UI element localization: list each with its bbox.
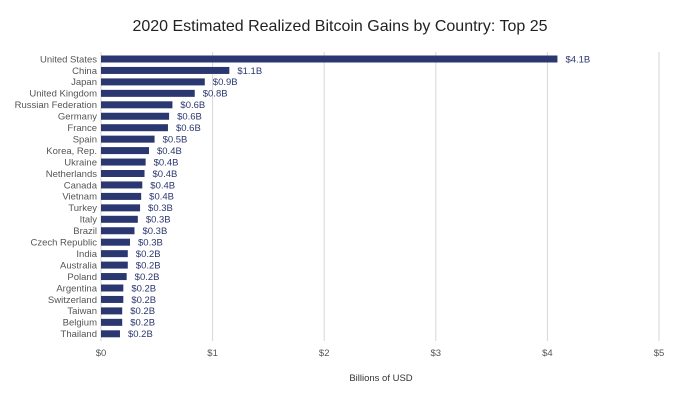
- bar: [101, 66, 230, 74]
- bar: [101, 135, 155, 143]
- data-label: $0.4B: [153, 169, 178, 180]
- category-label: Netherlands: [46, 169, 97, 180]
- category-label: Taiwan: [67, 306, 97, 317]
- data-label: $0.4B: [149, 192, 174, 203]
- category-label: United States: [40, 54, 97, 65]
- bar: [101, 273, 127, 281]
- bar: [101, 112, 170, 120]
- category-label: Japan: [71, 77, 97, 88]
- bar: [101, 170, 145, 177]
- data-label: $0.3B: [146, 215, 171, 226]
- data-label: $0.2B: [131, 283, 156, 294]
- category-label: Argentina: [56, 283, 97, 294]
- bar: [101, 250, 128, 258]
- bar: [101, 204, 141, 212]
- bar: [101, 89, 195, 97]
- x-axis-tick-labels: $0 $1 $2 $3 $4 $5: [96, 348, 665, 359]
- category-label: China: [72, 66, 98, 77]
- data-label: $0.6B: [180, 100, 205, 111]
- data-label: $0.5B: [163, 134, 188, 145]
- data-label: $0.4B: [154, 157, 179, 168]
- data-label: $0.4B: [157, 146, 182, 157]
- data-label: $0.2B: [128, 329, 153, 340]
- category-label: Italy: [80, 215, 98, 226]
- bar: [101, 147, 149, 155]
- x-tick-label: $2: [319, 348, 330, 359]
- bar: [101, 192, 142, 200]
- bar: [101, 261, 128, 269]
- category-label: Poland: [67, 272, 97, 283]
- bar: [101, 295, 124, 303]
- bar: [101, 158, 146, 166]
- category-label: Belgium: [63, 318, 97, 329]
- data-label: $0.2B: [130, 306, 155, 317]
- chart-title: 2020 Estimated Realized Bitcoin Gains by…: [132, 18, 548, 35]
- x-tick-label: $4: [542, 348, 553, 359]
- category-label: Switzerland: [48, 295, 97, 306]
- bar: [101, 307, 123, 315]
- bar: [101, 238, 131, 246]
- category-label: Korea, Rep.: [46, 146, 97, 157]
- data-label: $1.1B: [237, 66, 262, 77]
- category-label: Ukraine: [64, 157, 97, 168]
- data-label: $0.8B: [203, 89, 228, 100]
- category-label: Vietnam: [62, 192, 97, 203]
- x-tick-label: $5: [654, 348, 665, 359]
- data-label: $0.2B: [130, 318, 155, 329]
- x-axis-title: Billions of USD: [349, 373, 412, 384]
- bar: [101, 284, 124, 292]
- data-label: $0.3B: [148, 203, 173, 214]
- bar: [101, 215, 138, 223]
- category-label: Russian Federation: [15, 100, 97, 111]
- data-label: $0.2B: [131, 295, 156, 306]
- x-tick-label: $1: [207, 348, 218, 359]
- data-label: $0.4B: [150, 180, 175, 191]
- bar: [101, 181, 143, 189]
- data-label: $0.3B: [142, 226, 167, 237]
- category-label: Spain: [73, 134, 97, 145]
- bar: [101, 101, 173, 109]
- category-label: United Kingdom: [29, 89, 97, 100]
- x-tick-label: $3: [431, 348, 442, 359]
- data-label: $0.6B: [177, 112, 202, 123]
- bar: [101, 330, 120, 338]
- x-tick-label: $0: [96, 348, 107, 359]
- category-label: Turkey: [68, 203, 97, 214]
- data-labels: $4.1B$1.1B$0.9B$0.8B$0.6B$0.6B$0.6B$0.5B…: [128, 54, 590, 340]
- data-label: $0.2B: [136, 249, 161, 260]
- category-label: France: [67, 123, 97, 134]
- bar: [101, 124, 168, 132]
- category-label: Australia: [60, 260, 98, 271]
- bar: [101, 227, 135, 235]
- category-label: India: [76, 249, 97, 260]
- bar: [101, 318, 123, 326]
- bar: [101, 55, 558, 63]
- data-label: $0.2B: [135, 272, 160, 283]
- bars: [101, 55, 558, 338]
- category-label: Germany: [58, 112, 97, 123]
- data-label: $0.3B: [138, 238, 163, 249]
- category-label: Thailand: [61, 329, 97, 340]
- data-label: $0.2B: [136, 260, 161, 271]
- category-label: Czech Republic: [30, 238, 97, 249]
- data-label: $4.1B: [565, 54, 590, 65]
- category-label: Brazil: [73, 226, 97, 237]
- data-label: $0.6B: [176, 123, 201, 134]
- category-label: Canada: [64, 180, 98, 191]
- data-label: $0.9B: [213, 77, 238, 88]
- bar: [101, 78, 205, 86]
